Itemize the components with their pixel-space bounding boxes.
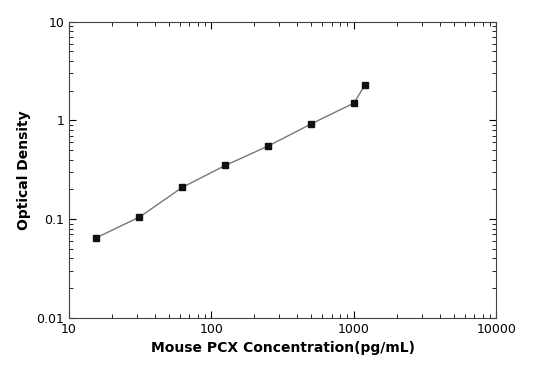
X-axis label: Mouse PCX Concentration(pg/mL): Mouse PCX Concentration(pg/mL) (151, 341, 415, 355)
Y-axis label: Optical Density: Optical Density (17, 110, 31, 230)
